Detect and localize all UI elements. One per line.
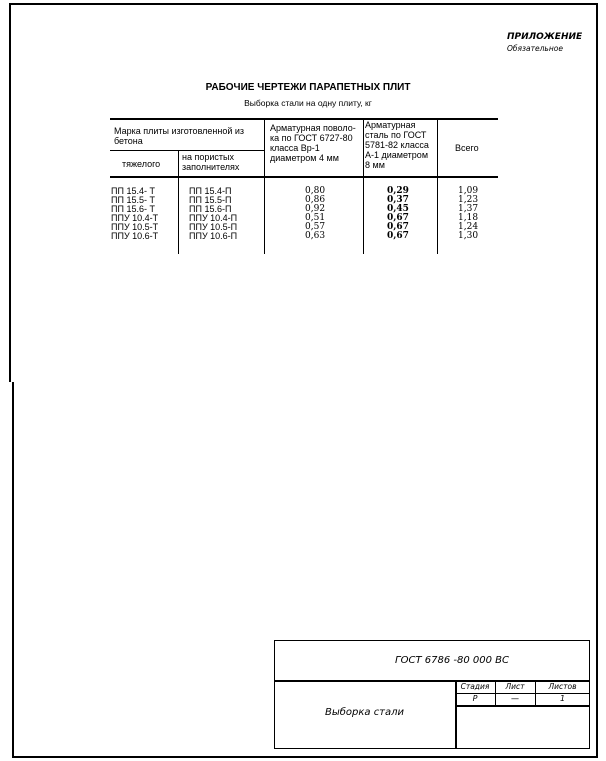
annex-subtitle: Обязательное xyxy=(507,44,563,53)
cell-wire: 0,80 xyxy=(305,186,326,196)
cell-total: 1,37 xyxy=(458,204,479,214)
cell-total: 1,09 xyxy=(458,186,479,196)
frame-right xyxy=(596,3,598,757)
sheet-value: — xyxy=(511,694,519,703)
cell-total: 1,18 xyxy=(458,213,479,223)
annex-title: ПРИЛОЖЕНИЕ xyxy=(507,32,583,42)
cell-steel: 0,29 xyxy=(387,186,409,196)
column-porous: ПП 15.4-П ПП 15.5-П ПП 15.6-П ППУ 10.4-П ППУ… xyxy=(189,187,237,241)
header-wire: Арматурная поволо-ка по ГОСТ 6727-80 кла… xyxy=(270,123,356,163)
cell-wire: 0,63 xyxy=(305,231,326,241)
frame-top xyxy=(9,3,597,5)
header-total: Всего xyxy=(455,143,479,153)
column-heavy: ПП 15.4- Т ПП 15.5- Т ПП 15.6- Т ППУ 10.4-Т… xyxy=(111,187,158,241)
sheets-value: 1 xyxy=(559,694,566,703)
cell-wire: 0,51 xyxy=(305,213,326,223)
document-name: Выборка стали xyxy=(324,707,405,718)
stage-value: Р xyxy=(472,694,478,703)
frame-bottom xyxy=(12,756,598,758)
cell-steel: 0,67 xyxy=(387,231,409,241)
cell-heavy: ППУ 10.5-Т xyxy=(111,222,159,232)
cell-porous: ППУ 10.5-П xyxy=(189,222,238,232)
cell-steel: 0,45 xyxy=(387,204,409,214)
cell-porous: ПП 15.6-П xyxy=(189,204,232,214)
document-code: ГОСТ 6786 -80 000 ВС xyxy=(395,655,509,666)
header-steel: Арматурная сталь по ГОСТ 5781-82 класса … xyxy=(365,120,429,170)
sheets-label: Листов xyxy=(548,682,577,691)
cell-total: 1,24 xyxy=(458,222,479,232)
column-steel: 0,29 0,37 0,45 0,67 0,67 0,67 xyxy=(387,187,409,241)
cell-heavy: ПП 15.4- Т xyxy=(111,186,155,196)
stage-label: Стадия xyxy=(460,682,490,691)
frame-left-lower xyxy=(12,382,14,757)
sheet-label: Лист xyxy=(505,682,525,691)
cell-porous: ПП 15.4-П xyxy=(189,186,232,196)
cell-wire: 0,86 xyxy=(305,195,326,205)
cell-total: 1,23 xyxy=(458,195,479,205)
cell-steel: 0,67 xyxy=(387,222,409,232)
column-total: 1,09 1,23 1,37 1,18 1,24 1,30 xyxy=(458,187,478,241)
cell-heavy: ПП 15.6- Т xyxy=(111,204,155,214)
cell-heavy: ПП 15.5- Т xyxy=(111,195,155,205)
cell-heavy: ППУ 10.6-Т xyxy=(111,231,159,241)
cell-wire: 0,92 xyxy=(305,204,326,214)
cell-total: 1,30 xyxy=(458,231,479,241)
cell-steel: 0,37 xyxy=(387,195,409,205)
cell-wire: 0,57 xyxy=(305,222,326,232)
header-porous: на пористых заполнителях xyxy=(182,152,240,172)
column-wire: 0,80 0,86 0,92 0,51 0,57 0,63 xyxy=(305,187,325,241)
header-group: Марка плиты изготовленной из бетона xyxy=(114,126,245,146)
cell-porous: ППУ 10.4-П xyxy=(189,213,238,223)
cell-steel: 0,67 xyxy=(387,213,409,223)
header-heavy: тяжелого xyxy=(122,159,161,169)
cell-porous: ПП 15.5-П xyxy=(189,195,232,205)
page-title: РАБОЧИЕ ЧЕРТЕЖИ ПАРАПЕТНЫХ ПЛИТ xyxy=(205,82,411,93)
frame-left-upper xyxy=(9,3,11,382)
page-subtitle: Выборка стали на одну плиту, кг xyxy=(244,98,372,108)
cell-heavy: ППУ 10.4-Т xyxy=(111,213,159,223)
cell-porous: ППУ 10.6-П xyxy=(189,231,238,241)
